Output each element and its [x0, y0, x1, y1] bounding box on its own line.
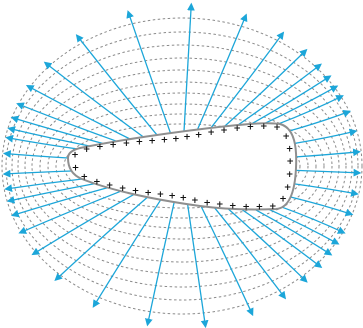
field-line — [210, 31, 285, 129]
field-line — [241, 208, 323, 269]
field-line — [254, 209, 333, 256]
charge-plus: + — [286, 157, 294, 167]
field-line — [224, 48, 308, 127]
field-line — [10, 115, 104, 145]
equipotential-lines — [1, 17, 363, 315]
field-line — [6, 182, 95, 204]
field-line — [200, 205, 254, 317]
charge-plus: + — [106, 181, 114, 191]
field-line — [11, 186, 108, 218]
field-line — [196, 13, 248, 130]
equipotential-line — [39, 92, 325, 240]
field-line — [294, 183, 359, 197]
field-line — [43, 61, 144, 138]
charge-plus: + — [148, 136, 156, 146]
field-line — [183, 2, 195, 132]
field-line — [237, 63, 322, 126]
equipotential-line — [24, 69, 340, 263]
charge-plus: + — [284, 183, 292, 193]
field-line — [92, 199, 162, 308]
charge-plus: + — [144, 189, 152, 199]
charge-plus: + — [168, 192, 176, 202]
charge-plus: + — [286, 170, 294, 180]
equipotential-line — [5, 31, 359, 301]
charge-plus: + — [172, 134, 180, 144]
surface-charges: ++ + + + + + + + + + + + + + + ++++++++++++++++++++++++ — [71, 122, 294, 213]
equipotential-line — [1, 17, 363, 315]
conductor-outline — [66, 122, 298, 211]
charged-conductor — [66, 122, 298, 211]
field-line — [251, 75, 332, 125]
field-line — [295, 168, 362, 177]
equipotential-line — [47, 103, 317, 229]
field-line — [278, 95, 344, 125]
charge-plus: + — [123, 139, 131, 149]
equipotential-line — [17, 57, 347, 275]
charge-plus: + — [132, 187, 140, 197]
field-line — [2, 150, 69, 159]
charge-plus: + — [83, 145, 91, 155]
charge-plus: + — [256, 203, 264, 213]
charge-plus: + — [195, 130, 203, 140]
charge-plus: + — [191, 196, 199, 206]
charge-plus: + — [282, 132, 290, 142]
field-line — [75, 34, 158, 136]
charge-plus: + — [180, 194, 188, 204]
charge-plus: + — [81, 173, 89, 183]
charge-plus: + — [96, 143, 104, 153]
charge-plus: + — [203, 198, 211, 208]
field-line — [4, 178, 83, 192]
equipotential-line — [11, 44, 353, 288]
charge-plus: + — [260, 122, 268, 132]
charge-plus: + — [157, 190, 165, 200]
charge-plus: + — [229, 202, 237, 212]
field-line — [264, 85, 339, 124]
field-line — [25, 85, 131, 140]
equipotential-line — [63, 123, 301, 209]
field-line — [290, 196, 354, 217]
field-line — [31, 193, 135, 256]
charge-plus: + — [220, 126, 228, 136]
charge-plus: + — [109, 141, 117, 151]
field-line — [281, 206, 346, 234]
field-line — [7, 126, 91, 147]
charge-plus: + — [93, 177, 101, 187]
charge-plus: + — [247, 123, 255, 133]
field-line — [294, 128, 358, 145]
field-line — [5, 134, 77, 150]
field-line — [126, 10, 172, 134]
field-line — [18, 190, 122, 234]
charge-plus: + — [136, 138, 144, 148]
field-line — [2, 169, 72, 178]
charge-plus: + — [119, 184, 127, 194]
field-line — [289, 109, 352, 132]
field-line — [227, 208, 308, 283]
equipotential-line — [31, 81, 333, 251]
field-line — [144, 201, 175, 327]
charge-plus: + — [286, 144, 294, 154]
field-line — [54, 196, 148, 282]
charge-plus: + — [242, 202, 250, 212]
field-line — [296, 148, 361, 158]
field-line — [186, 204, 209, 328]
charge-plus: + — [269, 202, 277, 212]
field-line — [213, 207, 287, 300]
charge-plus: + — [279, 195, 287, 205]
field-line — [268, 208, 340, 245]
charge-plus: + — [161, 136, 169, 146]
charge-plus: + — [71, 151, 79, 161]
field-line — [16, 102, 118, 142]
charge-plus: + — [273, 123, 281, 133]
charge-plus: + — [183, 133, 191, 143]
charge-plus: + — [233, 124, 241, 134]
charge-plus: + — [207, 128, 215, 138]
charge-plus: + — [216, 200, 224, 210]
charge-plus: + — [72, 163, 80, 173]
equipotential-line — [55, 113, 309, 219]
